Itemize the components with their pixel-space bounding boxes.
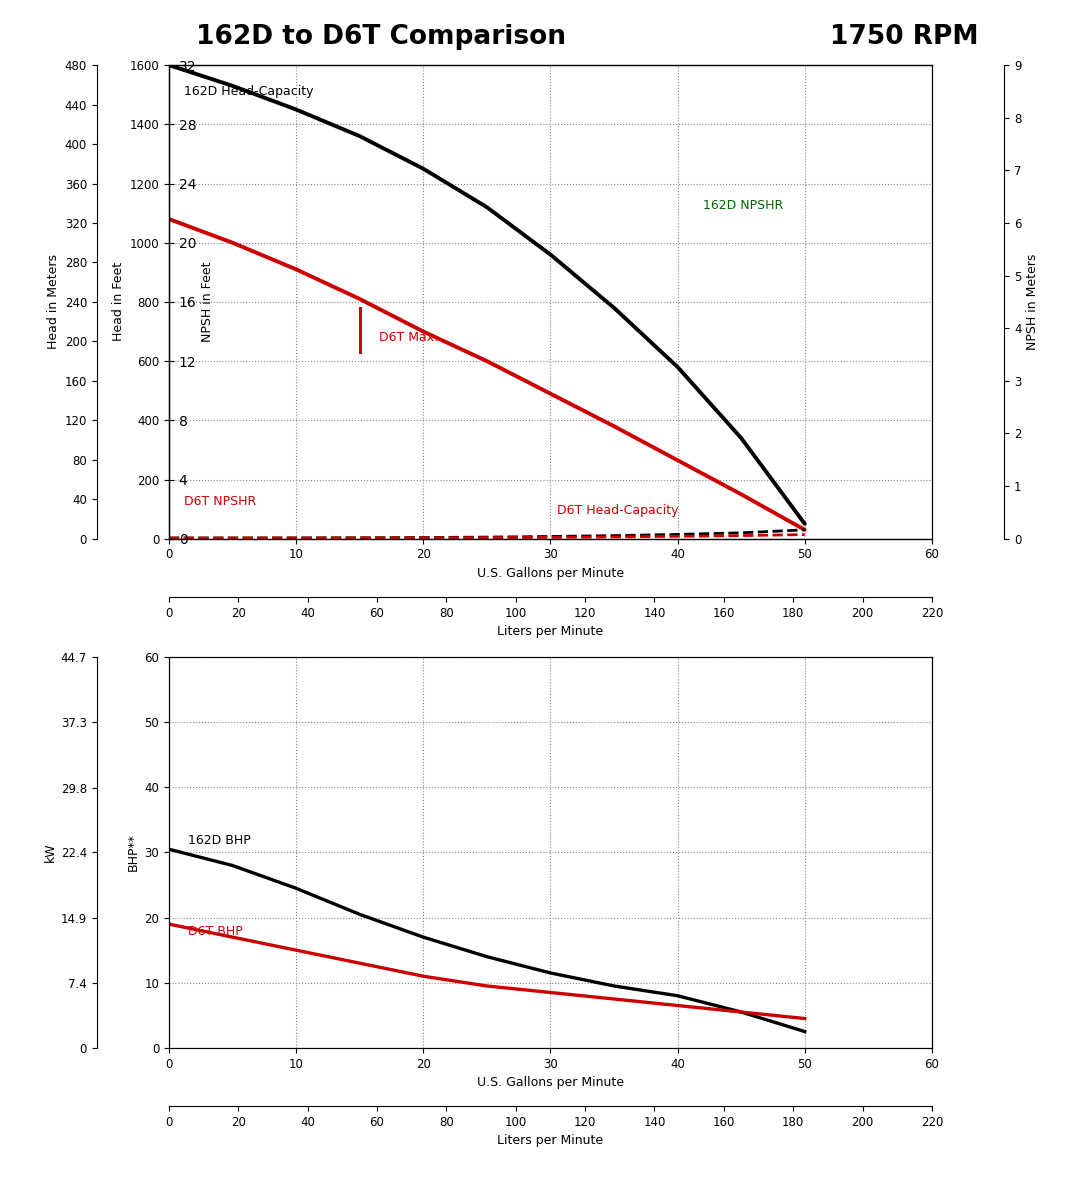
Y-axis label: BHP**: BHP** [128, 834, 141, 871]
Y-axis label: Head in Meters: Head in Meters [48, 255, 60, 349]
X-axis label: U.S. Gallons per Minute: U.S. Gallons per Minute [477, 1076, 623, 1089]
Text: D6T NPSHR: D6T NPSHR [184, 495, 256, 508]
Text: 162D NPSHR: 162D NPSHR [703, 199, 784, 212]
Text: D6T Head-Capacity: D6T Head-Capacity [557, 504, 678, 517]
X-axis label: Liters per Minute: Liters per Minute [497, 1134, 604, 1147]
Y-axis label: NPSH in Meters: NPSH in Meters [1026, 253, 1039, 350]
Text: 1750 RPM: 1750 RPM [831, 24, 979, 50]
Text: 162D BHP: 162D BHP [187, 835, 251, 848]
Text: 162D Head-Capacity: 162D Head-Capacity [184, 85, 314, 98]
Y-axis label: Head in Feet: Head in Feet [112, 263, 125, 341]
Y-axis label: kW: kW [44, 843, 57, 862]
X-axis label: U.S. Gallons per Minute: U.S. Gallons per Minute [477, 567, 623, 580]
Text: 162D to D6T Comparison: 162D to D6T Comparison [196, 24, 567, 50]
X-axis label: Liters per Minute: Liters per Minute [497, 625, 604, 638]
Text: D6T Max.: D6T Max. [379, 332, 438, 343]
Text: D6T BHP: D6T BHP [187, 926, 243, 939]
Y-axis label: NPSH in Feet: NPSH in Feet [201, 262, 214, 342]
